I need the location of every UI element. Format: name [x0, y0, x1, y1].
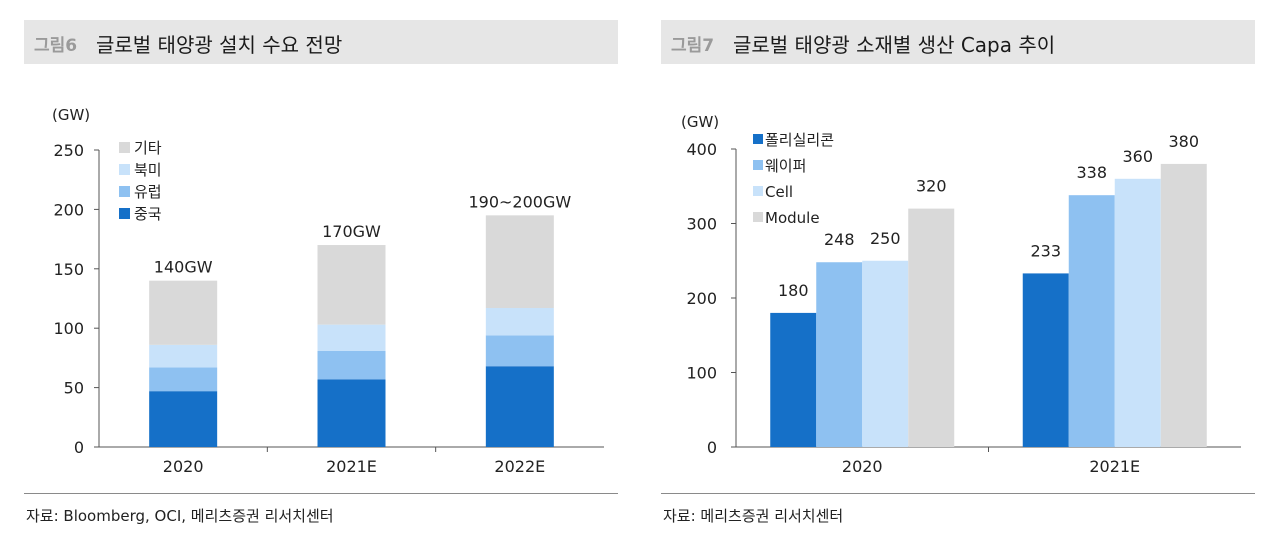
bar-segment: [317, 245, 386, 325]
legend-swatch: [119, 142, 130, 153]
bar-segment: [149, 280, 218, 345]
bar-segment: [149, 367, 218, 392]
figure-6-source: 자료: Bloomberg, OCI, 메리츠증권 리서치센터: [26, 507, 334, 525]
y-tick-label: 250: [53, 141, 84, 160]
legend-swatch: [119, 186, 130, 197]
figure-7-title: 글로벌 태양광 소재별 생산 Capa 추이: [733, 33, 1056, 57]
bar-segment: [485, 366, 554, 447]
bar-value-label: 320: [916, 177, 947, 196]
legend-swatch: [753, 186, 763, 196]
legend-swatch: [753, 134, 763, 144]
legend-swatch: [119, 208, 130, 219]
figure-7-bottom-rule: [661, 493, 1255, 494]
figure-7-title-bar: 그림7 글로벌 태양광 소재별 생산 Capa 추이: [661, 20, 1255, 64]
bar-value-label: 250: [870, 229, 901, 248]
x-tick-label: 2021E: [326, 457, 377, 476]
bar: [1160, 163, 1207, 447]
y-tick-label: 0: [74, 438, 84, 457]
bar-value-label: 360: [1122, 147, 1153, 166]
bar: [770, 312, 817, 447]
figure-7-panel: 그림7 글로벌 태양광 소재별 생산 Capa 추이 (GW) 0 100 200 30…: [661, 0, 1255, 536]
bar-value-label: 248: [824, 230, 855, 249]
figure-6-title: 글로벌 태양광 설치 수요 전망: [96, 33, 343, 57]
figure-7-number: 그림7: [671, 36, 715, 56]
legend-label: 중국: [134, 205, 162, 223]
y-axis-unit: (GW): [681, 113, 719, 131]
bar-total-label: 170GW: [322, 222, 381, 241]
y-tick-label: 50: [64, 379, 84, 398]
bar-segment: [317, 350, 386, 380]
x-tick-label: 2020: [163, 457, 204, 476]
bar-segment: [485, 335, 554, 367]
bar-value-label: 180: [778, 281, 809, 300]
bar: [1114, 178, 1161, 448]
x-tick-label: 2022E: [494, 457, 545, 476]
legend-swatch: [753, 212, 763, 222]
bar-value-label: 233: [1030, 241, 1061, 260]
bar: [816, 262, 863, 447]
y-tick-label: 100: [53, 319, 84, 338]
y-tick-label: 300: [686, 215, 717, 234]
figure-6-title-bar: 그림6 글로벌 태양광 설치 수요 전망: [24, 20, 618, 64]
bar-segment: [485, 215, 554, 309]
bar: [1068, 195, 1115, 447]
capacity-grouped-bar-chart: (GW) 0 100 200 300 400 180 248 250 320 2020 233 338 3…: [681, 113, 1241, 476]
install-demand-stacked-bar-chart: (GW) 0 50 100 150 200 250 140GW 2020 170GW 2021E 19…: [52, 106, 604, 476]
legend-label: Module: [765, 209, 820, 227]
legend-label: 웨이퍼: [765, 157, 806, 175]
y-axis-unit: (GW): [52, 106, 90, 124]
legend-label: 기타: [134, 139, 162, 157]
bar: [908, 208, 955, 447]
bar: [1022, 273, 1069, 447]
y-tick-label: 100: [686, 364, 717, 383]
x-tick-label: 2020: [842, 457, 883, 476]
legend-swatch: [753, 160, 763, 170]
bar-segment: [317, 379, 386, 447]
y-tick-label: 200: [686, 289, 717, 308]
x-tick-label: 2021E: [1089, 457, 1140, 476]
y-tick-label: 200: [53, 200, 84, 219]
bar-total-label: 140GW: [154, 258, 213, 277]
legend-label: Cell: [765, 183, 793, 201]
figure-6-number: 그림6: [34, 36, 78, 56]
y-tick-label: 400: [686, 140, 717, 159]
bar-segment: [149, 391, 218, 447]
figure-6-bottom-rule: [24, 493, 618, 494]
legend-label: 폴리실리콘: [765, 131, 834, 149]
bar-value-label: 380: [1168, 132, 1199, 151]
bar-segment: [317, 324, 386, 351]
legend-swatch: [119, 164, 130, 175]
bar-segment: [149, 344, 218, 368]
y-tick-label: 0: [707, 438, 717, 457]
legend-label: 유럽: [134, 183, 162, 201]
bar-segment: [485, 308, 554, 336]
bar-value-label: 338: [1076, 163, 1107, 182]
bar-total-label: 190~200GW: [468, 192, 571, 211]
legend-label: 북미: [134, 161, 162, 179]
y-tick-label: 150: [53, 260, 84, 279]
bar: [862, 260, 909, 447]
figure-6-panel: 그림6 글로벌 태양광 설치 수요 전망 (GW) 0 50 100 150 200 250…: [24, 0, 618, 536]
figure-7-source: 자료: 메리츠증권 리서치센터: [663, 507, 844, 525]
